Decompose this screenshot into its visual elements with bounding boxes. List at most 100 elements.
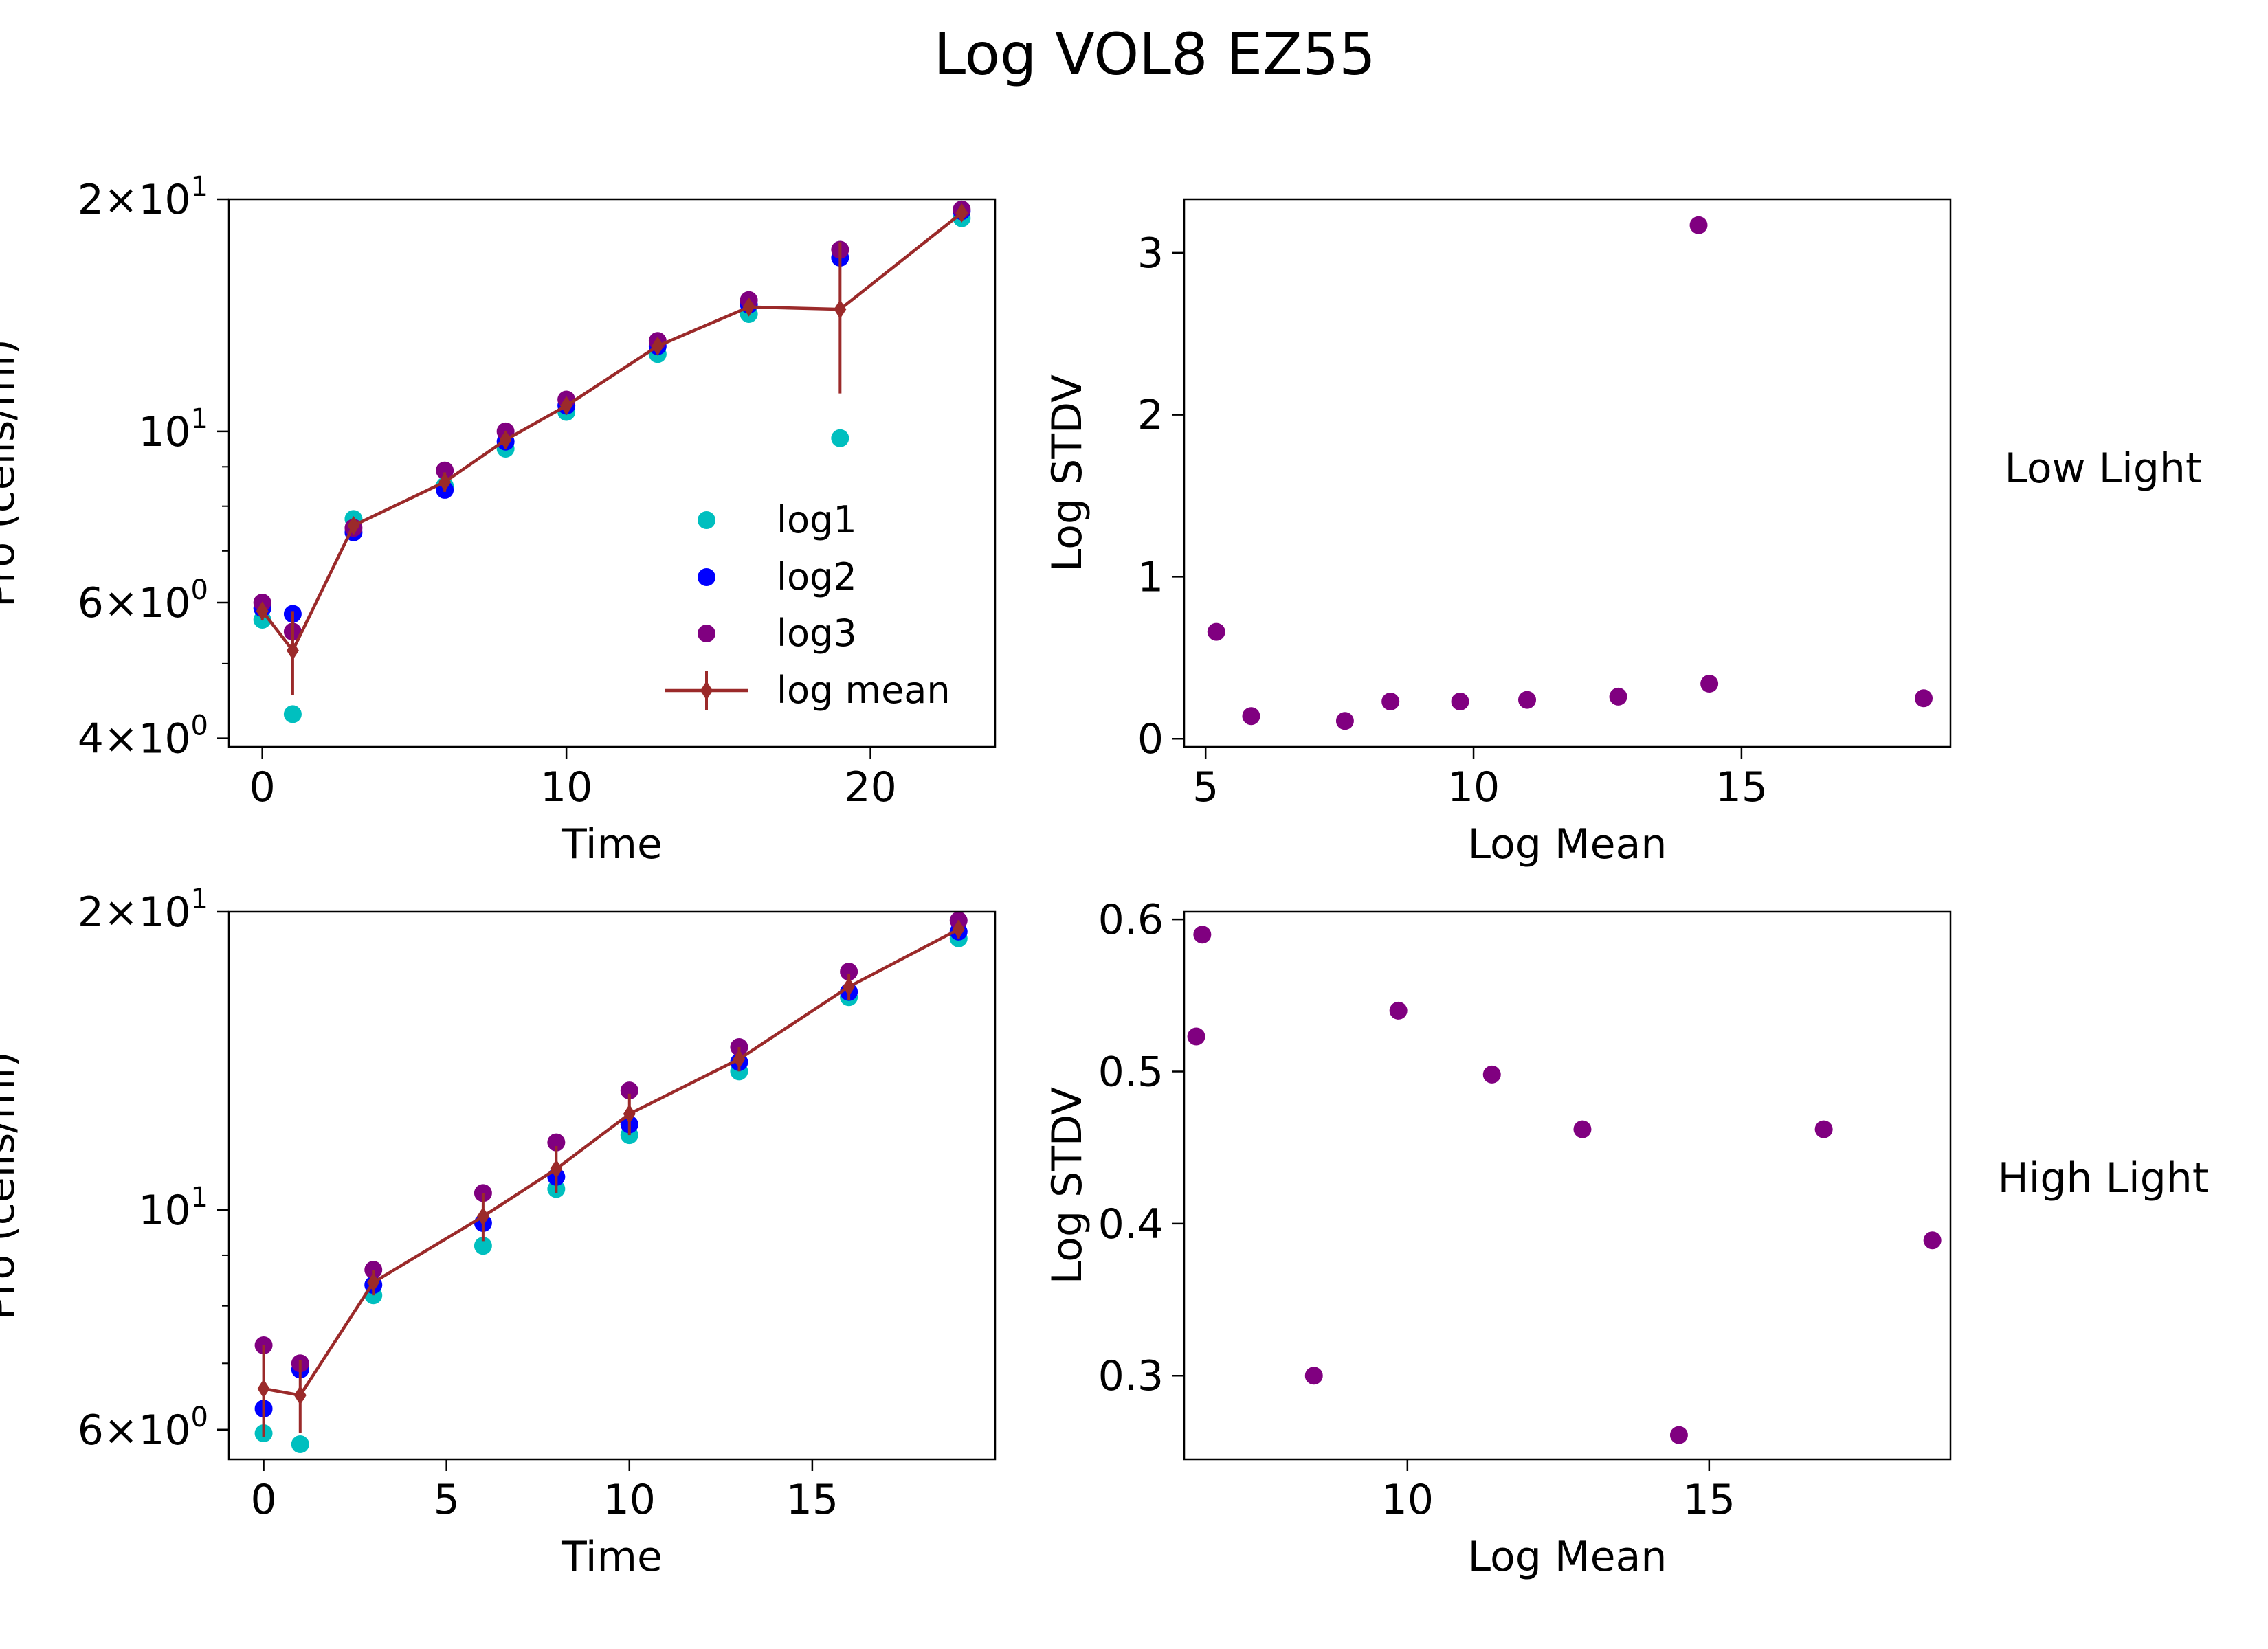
stdv-point	[1915, 689, 1933, 708]
y-axis-label: Log STDV	[1043, 374, 1091, 572]
stdv-point	[1573, 1120, 1592, 1138]
x-tick-label: 5	[1192, 763, 1219, 811]
point-log1	[291, 1435, 309, 1454]
stdv-point	[1335, 712, 1354, 730]
stdv-point	[1518, 691, 1537, 709]
mean-marker	[955, 203, 968, 223]
legend-label: log3	[777, 612, 857, 655]
legend-label: log1	[777, 498, 857, 541]
x-tick-label: 0	[249, 763, 276, 811]
stdv-point	[1389, 1001, 1408, 1020]
figure-title: Log VOL8 EZ55	[933, 21, 1375, 88]
stdv-point	[1669, 1426, 1688, 1444]
stdv-point	[1381, 692, 1400, 710]
y-tick-label: 6×100	[78, 574, 208, 627]
legend-label: log2	[777, 555, 857, 598]
x-axis-label: Time	[561, 1533, 663, 1581]
axes-frame	[227, 198, 997, 748]
mean-line	[260, 212, 963, 653]
mean-marker	[560, 396, 573, 416]
point-log3	[436, 461, 454, 480]
stdv-point	[1689, 216, 1708, 234]
row-label-high-light: High Light	[1998, 1154, 2209, 1202]
x-tick-label: 15	[1715, 763, 1768, 811]
mean-marker	[367, 1272, 380, 1292]
mean-marker	[952, 919, 965, 939]
y-axis-label: Log STDV	[1043, 1087, 1091, 1284]
y-tick-label: 0.6	[1098, 896, 1164, 944]
mean-marker	[257, 1379, 270, 1399]
x-tick-label: 15	[786, 1476, 838, 1524]
mean-marker	[286, 640, 299, 660]
legend-marker-log1	[698, 511, 715, 529]
plot-area	[1187, 926, 1942, 1444]
x-tick-label: 10	[1447, 763, 1500, 811]
legend-marker-log2	[698, 568, 715, 586]
point-log1	[283, 705, 302, 723]
point-log3	[840, 963, 858, 981]
mean-marker	[347, 515, 360, 535]
y-tick-label: 2×101	[78, 884, 208, 936]
y-tick-label: 101	[138, 1182, 208, 1235]
mean-marker	[550, 1159, 563, 1179]
stdv-point	[1304, 1367, 1323, 1385]
mean-marker	[293, 1385, 307, 1405]
mean-marker	[476, 1207, 489, 1226]
stdv-point	[1609, 687, 1627, 706]
mean-marker	[256, 601, 269, 621]
y-tick-label: 3	[1137, 229, 1164, 278]
x-axis-label: Log Mean	[1468, 1533, 1667, 1581]
mean-marker	[742, 297, 755, 317]
y-axis-label: Pro (cells/ml)	[0, 339, 24, 607]
y-axis-label: Pro (cells/ml)	[0, 1051, 24, 1320]
y-tick-label: 0.3	[1098, 1352, 1164, 1400]
stdv-point	[1451, 692, 1469, 710]
y-tick-label: 6×100	[78, 1402, 208, 1455]
x-tick-label: 10	[1381, 1476, 1434, 1524]
y-tick-label: 4×100	[78, 710, 208, 763]
chart-high-light-stdv: 10 15 0.3 0.4 0.5 0.6 Log Mean Log STDV	[1043, 896, 1952, 1581]
mean-marker	[834, 300, 847, 319]
mean-marker	[438, 472, 452, 492]
y-tick-label: 2	[1137, 392, 1164, 440]
axes-frame	[227, 910, 997, 1461]
chart-high-light-time: 0 5 10 15 2×101 101 6×100 Time Pro (cells/ml)	[0, 884, 997, 1581]
point-log1	[831, 429, 849, 447]
plot-area	[253, 200, 971, 723]
point-log3	[547, 1133, 566, 1152]
legend-label: log mean	[777, 669, 950, 712]
chart-low-light-time: 0 10 20 2×101 101 6×100 4×100 Time Pro (cells/ml…	[0, 171, 997, 868]
x-axis-label: Log Mean	[1468, 820, 1667, 868]
mean-marker	[843, 977, 856, 997]
axes-frame	[1183, 910, 1952, 1461]
axes-frame	[1183, 198, 1952, 748]
mean-marker	[651, 336, 664, 356]
point-log1	[474, 1237, 492, 1255]
stdv-point	[1242, 707, 1260, 726]
y-tick-label: 0.4	[1098, 1200, 1164, 1248]
y-tick-label: 0.5	[1098, 1048, 1164, 1096]
legend-marker-mean	[700, 681, 713, 700]
mean-marker	[623, 1104, 636, 1124]
x-tick-label: 15	[1683, 1476, 1735, 1524]
chart-low-light-stdv: 5 10 15 0 1 2 3 Log Mean Log STDV	[1043, 198, 1952, 868]
x-axis-label: Time	[561, 820, 663, 868]
stdv-point	[1207, 622, 1225, 641]
stdv-point	[1923, 1231, 1942, 1250]
legend: log1 log2 log3 log mean	[665, 498, 950, 712]
x-tick-label: 0	[250, 1476, 276, 1524]
stdv-point	[1700, 675, 1719, 693]
plot-area	[254, 912, 968, 1454]
stdv-point	[1814, 1120, 1833, 1138]
legend-marker-log3	[698, 625, 715, 642]
x-tick-label: 5	[434, 1476, 460, 1524]
mean-marker	[733, 1049, 746, 1069]
y-tick-label: 2×101	[78, 171, 208, 224]
y-tick-label: 101	[138, 403, 208, 456]
stdv-point	[1193, 926, 1212, 944]
row-label-low-light: Low Light	[2005, 445, 2202, 493]
point-log3	[620, 1081, 638, 1100]
stdv-point	[1187, 1027, 1205, 1046]
stdv-point	[1482, 1065, 1501, 1084]
